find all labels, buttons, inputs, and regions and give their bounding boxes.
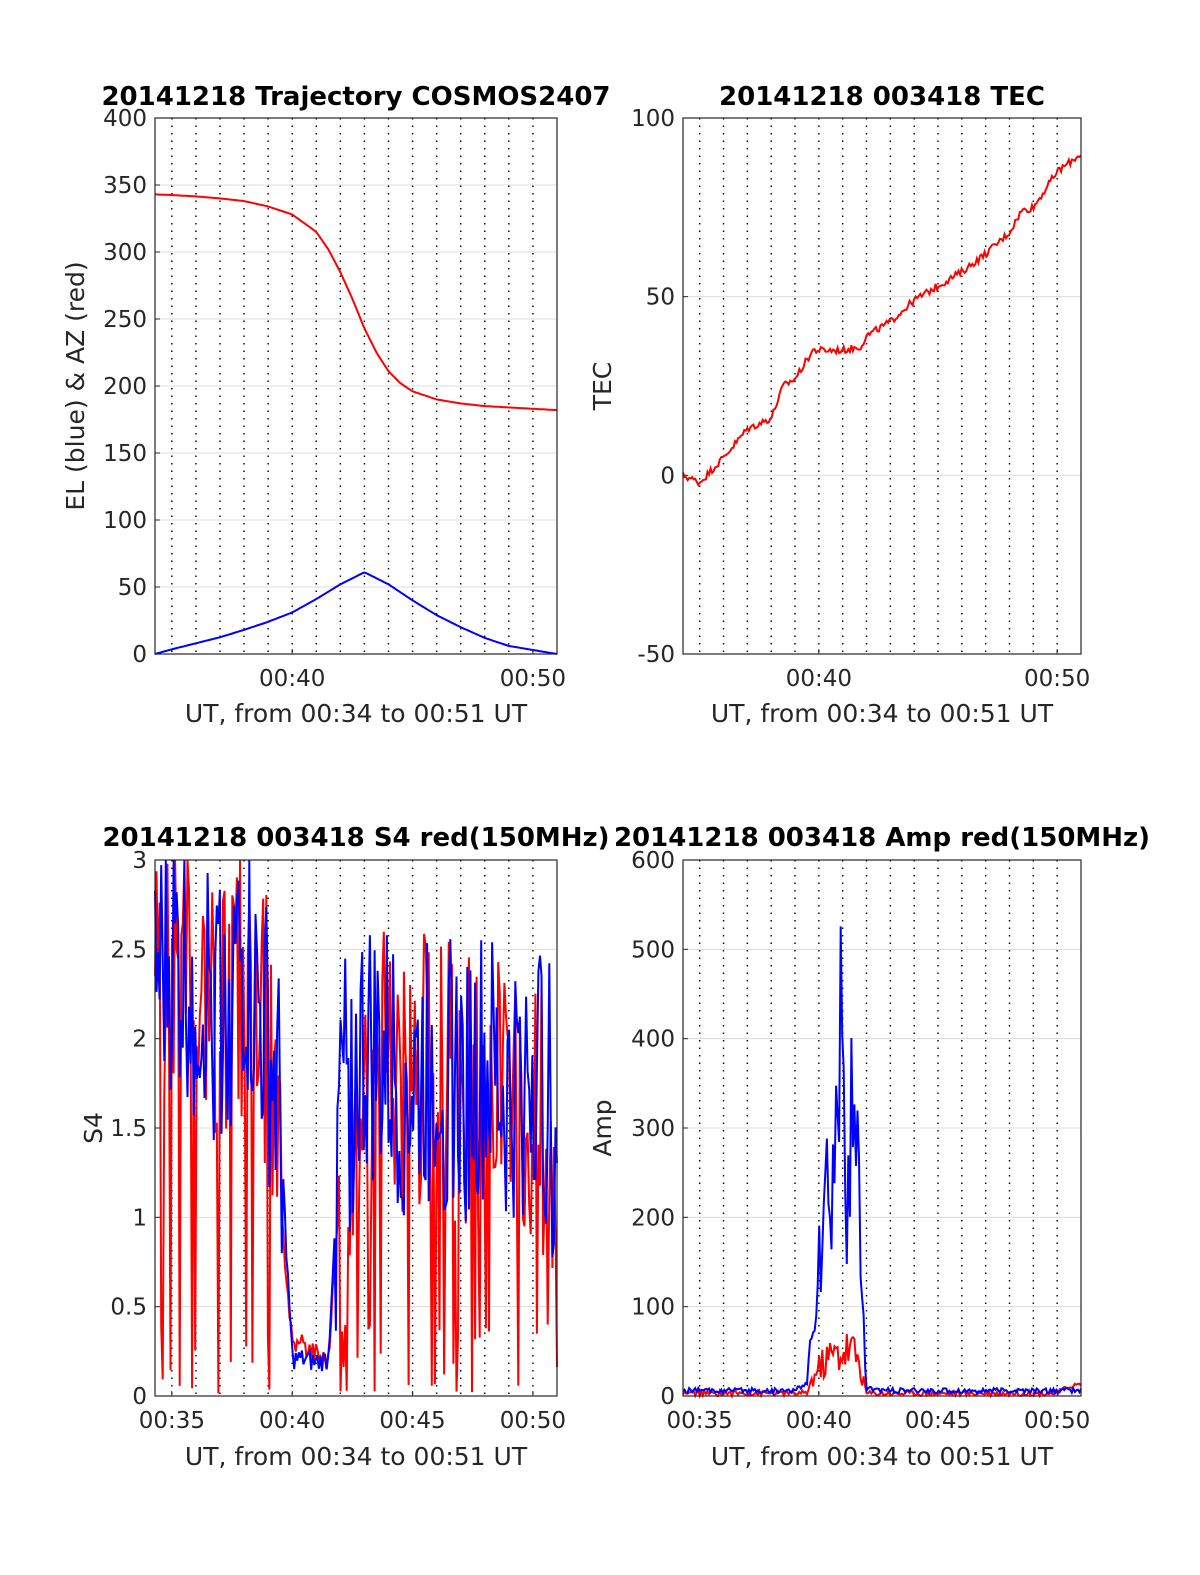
tec-axes-box — [682, 117, 1082, 655]
s4-title: 20141218 003418 S4 red(150MHz) — [102, 823, 609, 853]
x-tick-label: 00:35 — [139, 1408, 205, 1434]
s4-ticks: 0 0.5 1 1.5 2 2.5 3 00:35 00:40 00:45 00:50 — [110, 848, 566, 1434]
y-tick-label: 0.5 — [110, 1295, 147, 1321]
x-tick-label: 00:40 — [786, 666, 852, 692]
x-tick-label: 00:50 — [500, 666, 566, 692]
x-tick-label: 00:50 — [1024, 666, 1090, 692]
y-tick-label: 1.5 — [110, 1116, 147, 1142]
y-tick-label: 200 — [103, 374, 147, 400]
y-tick-label: 100 — [103, 508, 147, 534]
tec-lines — [682, 154, 1082, 488]
y-tick-label: 0 — [132, 1384, 147, 1410]
s4-y-label: S4 — [79, 1112, 108, 1144]
y-tick-label: 0 — [660, 1384, 675, 1410]
s4-panel: 0 0.5 1 1.5 2 2.5 3 00:35 00:40 00:45 00:50 201412… — [79, 823, 610, 1471]
tec-ticks: -50 0 50 100 00:40 00:50 — [631, 106, 1090, 692]
x-tick-label: 00:45 — [905, 1408, 971, 1434]
series-line — [155, 193, 558, 412]
x-tick-label: 00:35 — [667, 1408, 733, 1434]
trajectory-y-label: EL (blue) & AZ (red) — [61, 261, 90, 510]
x-tick-label: 00:45 — [379, 1408, 445, 1434]
y-tick-label: 50 — [118, 575, 147, 601]
y-tick-label: 0 — [132, 642, 147, 668]
y-tick-label: 2 — [132, 1027, 147, 1053]
y-tick-label: -50 — [637, 642, 675, 668]
x-tick-label: 00:40 — [786, 1408, 852, 1434]
x-tick-label: 00:50 — [500, 1408, 566, 1434]
amp-grid — [683, 860, 1081, 1396]
trajectory-title: 20141218 Trajectory COSMOS2407 — [101, 82, 610, 112]
amp-x-label: UT, from 00:34 to 00:51 UT — [711, 1442, 1054, 1471]
s4-x-label: UT, from 00:34 to 00:51 UT — [185, 1442, 528, 1471]
trajectory-ticks: 0 50 100 150 200 250 300 350 400 00:40 00:50 — [103, 106, 566, 692]
amp-y-label: Amp — [588, 1099, 617, 1156]
y-tick-label: 350 — [103, 173, 147, 199]
amp-title: 20141218 003418 Amp red(150MHz) — [614, 823, 1150, 853]
amp-ticks: 0 100 200 300 400 500 600 00:35 00:40 00:45 00:50 — [631, 848, 1090, 1434]
y-tick-label: 300 — [631, 1116, 675, 1142]
y-tick-label: 3 — [132, 848, 147, 874]
tec-grid — [683, 118, 1081, 654]
series-line — [682, 154, 1082, 488]
y-tick-label: 600 — [631, 848, 675, 874]
x-tick-label: 00:40 — [259, 1408, 325, 1434]
y-tick-label: 300 — [103, 240, 147, 266]
y-tick-label: 250 — [103, 307, 147, 333]
tec-plot-area — [683, 118, 1081, 654]
y-tick-label: 150 — [103, 441, 147, 467]
y-tick-label: 100 — [631, 106, 675, 132]
y-tick-label: 1 — [132, 1205, 147, 1231]
tec-title: 20141218 003418 TEC — [719, 82, 1045, 112]
series-line — [682, 926, 1082, 1397]
trajectory-lines — [154, 193, 558, 655]
tec-y-label: TEC — [588, 362, 617, 412]
y-tick-label: 500 — [631, 937, 675, 963]
series-line — [154, 571, 558, 655]
y-tick-label: 100 — [631, 1295, 675, 1321]
y-tick-label: 0 — [660, 463, 675, 489]
x-tick-label: 00:50 — [1024, 1408, 1090, 1434]
trajectory-x-label: UT, from 00:34 to 00:51 UT — [185, 699, 528, 728]
series-line — [682, 1334, 1082, 1400]
series-line — [154, 859, 558, 1372]
trajectory-panel: 0 50 100 150 200 250 300 350 400 00:40 00:50 20141… — [61, 82, 611, 728]
y-tick-label: 2.5 — [110, 937, 147, 963]
x-tick-label: 00:40 — [259, 666, 325, 692]
y-tick-label: 400 — [631, 1027, 675, 1053]
amp-lines — [682, 926, 1082, 1400]
y-tick-label: 400 — [103, 106, 147, 132]
y-tick-label: 50 — [646, 285, 675, 311]
tec-x-label: UT, from 00:34 to 00:51 UT — [711, 699, 1054, 728]
trajectory-grid — [155, 118, 557, 654]
s4-lines — [154, 859, 558, 1394]
y-tick-label: 200 — [631, 1205, 675, 1231]
